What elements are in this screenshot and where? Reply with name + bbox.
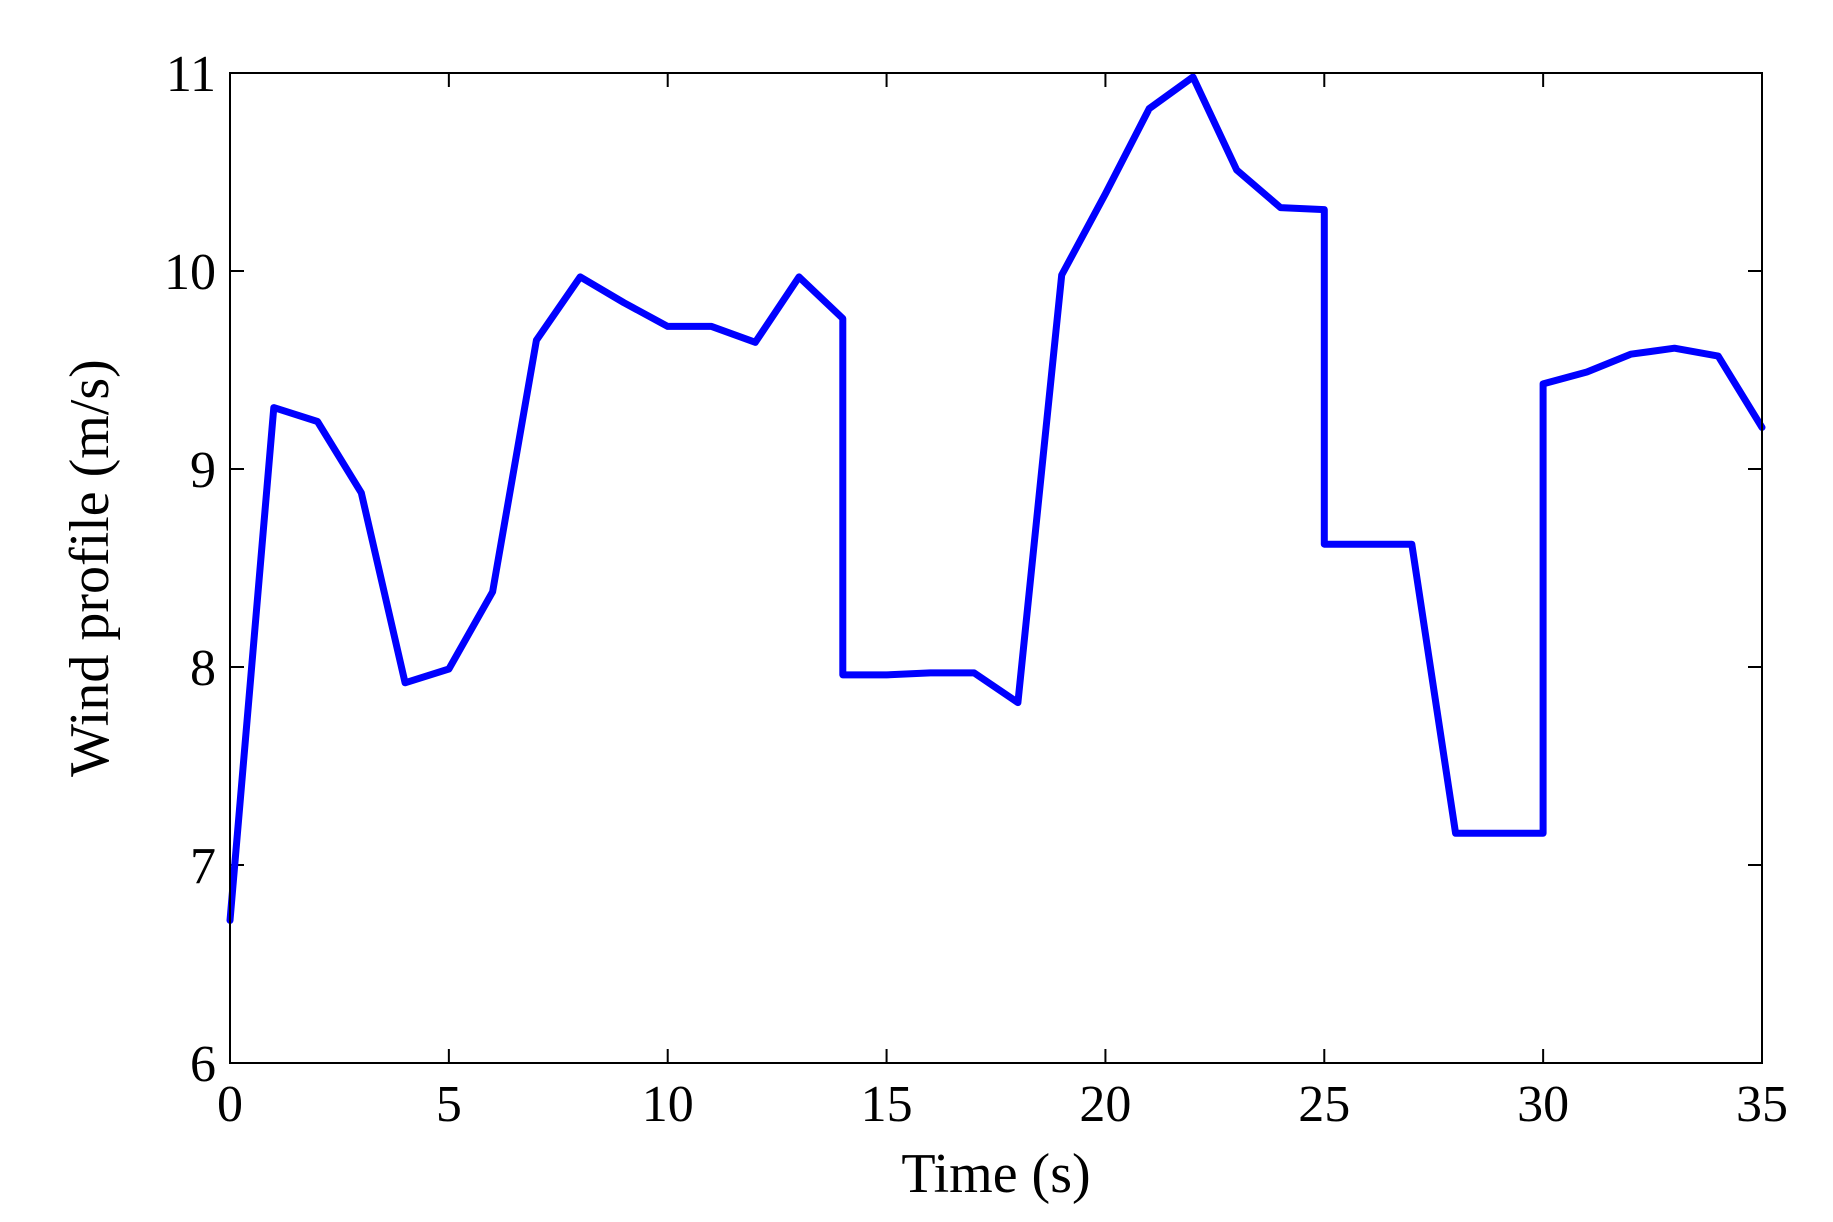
x-tick-label-35: 35 xyxy=(1736,1076,1788,1133)
x-tick-label-20: 20 xyxy=(1079,1076,1131,1133)
x-axis-label: Time (s) xyxy=(901,1143,1090,1205)
y-axis-label: Wind profile (m/s) xyxy=(59,359,121,777)
y-tick-label-10: 10 xyxy=(164,244,216,301)
x-tick-label-30: 30 xyxy=(1517,1076,1569,1133)
y-tick-label-8: 8 xyxy=(190,640,216,697)
y-tick-label-11: 11 xyxy=(166,46,216,103)
x-tick-label-25: 25 xyxy=(1298,1076,1350,1133)
x-tick-label-10: 10 xyxy=(642,1076,694,1133)
plot-frame xyxy=(229,72,1763,1064)
y-axis-tick-labels: 6 7 8 9 10 11 xyxy=(164,46,216,1093)
wind-profile-line xyxy=(226,73,1766,924)
x-tick-label-0: 0 xyxy=(217,1076,243,1133)
y-tick-label-7: 7 xyxy=(190,838,216,895)
x-tick-label-5: 5 xyxy=(436,1076,462,1133)
y-tick-label-9: 9 xyxy=(190,442,216,499)
x-axis-ticks xyxy=(229,73,1763,1063)
y-tick-label-6: 6 xyxy=(190,1036,216,1093)
plot-background xyxy=(230,73,1762,1063)
x-tick-label-15: 15 xyxy=(861,1076,913,1133)
x-axis-tick-labels: 0 5 10 15 20 25 30 35 xyxy=(217,1076,1788,1133)
